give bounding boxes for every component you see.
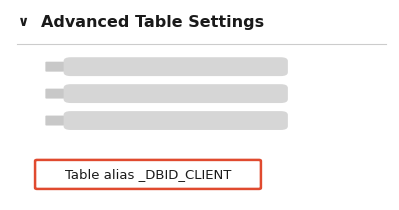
Text: Table alias _DBID_CLIENT: Table alias _DBID_CLIENT	[65, 168, 231, 181]
FancyBboxPatch shape	[45, 89, 64, 98]
FancyBboxPatch shape	[45, 116, 64, 126]
Text: ∨: ∨	[18, 15, 29, 29]
FancyBboxPatch shape	[35, 160, 261, 189]
Text: Advanced Table Settings: Advanced Table Settings	[41, 15, 264, 30]
FancyBboxPatch shape	[63, 57, 288, 76]
FancyBboxPatch shape	[45, 62, 64, 72]
FancyBboxPatch shape	[63, 111, 288, 130]
FancyBboxPatch shape	[63, 84, 288, 103]
